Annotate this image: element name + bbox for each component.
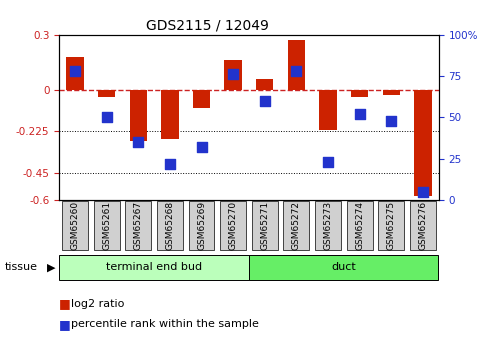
Text: GDS2115 / 12049: GDS2115 / 12049	[145, 19, 269, 33]
Text: GSM65275: GSM65275	[387, 200, 396, 250]
Bar	[130, 90, 147, 141]
Point	[134, 139, 142, 145]
Point	[387, 118, 395, 124]
Text: log2 ratio: log2 ratio	[71, 299, 125, 308]
Text: GSM65271: GSM65271	[260, 200, 269, 250]
Point	[229, 71, 237, 77]
FancyBboxPatch shape	[60, 255, 248, 280]
FancyBboxPatch shape	[188, 200, 214, 250]
Text: ▶: ▶	[47, 263, 55, 272]
FancyBboxPatch shape	[315, 200, 341, 250]
Text: ■: ■	[59, 297, 71, 310]
Text: GSM65274: GSM65274	[355, 200, 364, 250]
FancyBboxPatch shape	[410, 200, 436, 250]
Text: GSM65270: GSM65270	[229, 200, 238, 250]
Bar	[161, 90, 178, 139]
Bar	[256, 79, 274, 90]
Bar	[224, 60, 242, 90]
Text: GSM65276: GSM65276	[419, 200, 427, 250]
Point	[71, 68, 79, 74]
Text: GSM65260: GSM65260	[70, 200, 79, 250]
FancyBboxPatch shape	[249, 255, 438, 280]
FancyBboxPatch shape	[252, 200, 278, 250]
FancyBboxPatch shape	[378, 200, 404, 250]
Point	[198, 144, 206, 150]
FancyBboxPatch shape	[157, 200, 183, 250]
Point	[419, 189, 427, 195]
FancyBboxPatch shape	[62, 200, 88, 250]
Point	[166, 161, 174, 166]
FancyBboxPatch shape	[283, 200, 310, 250]
Text: tissue: tissue	[5, 263, 38, 272]
Text: ■: ■	[59, 318, 71, 331]
Bar	[288, 40, 305, 90]
Text: duct: duct	[331, 262, 356, 272]
FancyBboxPatch shape	[220, 200, 246, 250]
Point	[292, 68, 300, 74]
Point	[103, 115, 110, 120]
Text: GSM65273: GSM65273	[323, 200, 333, 250]
Text: GSM65269: GSM65269	[197, 200, 206, 250]
Text: percentile rank within the sample: percentile rank within the sample	[71, 319, 259, 329]
Bar	[351, 90, 368, 97]
Bar	[193, 90, 210, 108]
Bar	[319, 90, 337, 130]
Text: GSM65268: GSM65268	[165, 200, 175, 250]
FancyBboxPatch shape	[94, 200, 120, 250]
Text: GSM65272: GSM65272	[292, 200, 301, 250]
Bar	[66, 57, 84, 90]
Bar	[383, 90, 400, 95]
Bar	[98, 90, 115, 97]
Point	[324, 159, 332, 165]
Point	[261, 98, 269, 104]
Bar	[414, 90, 432, 196]
Point	[356, 111, 364, 117]
Text: GSM65267: GSM65267	[134, 200, 143, 250]
Text: terminal end bud: terminal end bud	[106, 262, 202, 272]
FancyBboxPatch shape	[347, 200, 373, 250]
Text: GSM65261: GSM65261	[102, 200, 111, 250]
FancyBboxPatch shape	[125, 200, 151, 250]
